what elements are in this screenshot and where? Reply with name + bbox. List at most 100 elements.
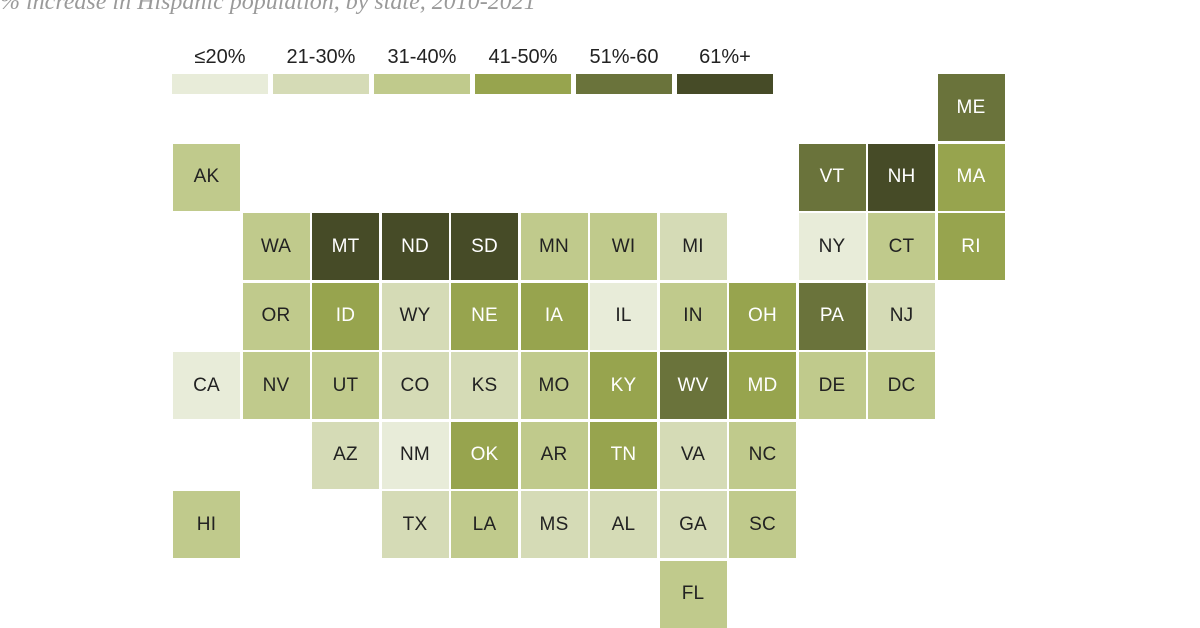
legend-label: 31-40% xyxy=(387,46,457,68)
state-abbr-label: FL xyxy=(681,583,705,604)
state-abbr-label: NE xyxy=(471,305,498,326)
legend-label: 51%-60 xyxy=(589,46,659,68)
state-tile-ma: MA xyxy=(937,143,1005,211)
state-tile-or: OR xyxy=(242,282,310,350)
state-tile-wa: WA xyxy=(242,213,310,280)
chart-subtitle: % increase in Hispanic population, by st… xyxy=(0,0,536,15)
state-tile-ky: KY xyxy=(590,352,657,419)
legend: ≤20% 21-30% 31-40% 41-50% 51%-60 61%+ xyxy=(172,44,773,96)
state-abbr-label: NC xyxy=(748,444,777,465)
state-abbr-label: NH xyxy=(887,166,916,187)
state-tile-de: DE xyxy=(798,352,866,419)
state-abbr-label: ND xyxy=(401,235,429,257)
state-abbr-label: OR xyxy=(261,305,291,326)
state-tile-md: MD xyxy=(729,352,796,419)
state-tile-nv: NV xyxy=(242,352,310,419)
state-tile-ak: AK xyxy=(173,143,240,211)
state-abbr-label: AK xyxy=(193,166,220,187)
state-abbr-label: AZ xyxy=(333,444,358,465)
state-abbr-label: OH xyxy=(748,305,777,326)
state-tile-ny: NY xyxy=(798,213,866,280)
state-tile-ct: CT xyxy=(868,213,935,280)
state-abbr-label: WY xyxy=(399,305,431,326)
state-tile-ca: CA xyxy=(173,352,240,419)
state-tile-ia: IA xyxy=(520,282,588,350)
state-tile-ks: KS xyxy=(451,352,518,419)
state-tile-dc: DC xyxy=(868,352,935,419)
legend-swatch xyxy=(374,74,470,94)
state-tile-co: CO xyxy=(381,352,449,419)
state-abbr-label: AR xyxy=(540,444,568,465)
state-abbr-label: SD xyxy=(471,235,498,257)
state-abbr-label: DE xyxy=(818,374,846,396)
state-tile-in: IN xyxy=(659,282,727,350)
state-tile-oh: OH xyxy=(729,282,796,350)
state-tile-al: AL xyxy=(590,491,657,558)
state-abbr-label: MS xyxy=(539,513,569,535)
state-abbr-label: MO xyxy=(538,374,570,396)
state-abbr-label: GA xyxy=(679,513,707,535)
state-tile-ok: OK xyxy=(451,421,518,489)
state-abbr-label: MN xyxy=(539,235,569,257)
state-abbr-label: VT xyxy=(819,166,845,187)
state-tile-hi: HI xyxy=(173,491,240,558)
state-tile-wy: WY xyxy=(381,282,449,350)
state-tile-nm: NM xyxy=(381,421,449,489)
state-abbr-label: ID xyxy=(335,305,356,326)
state-tile-wi: WI xyxy=(590,213,657,280)
legend-swatch xyxy=(172,74,268,94)
state-abbr-label: MA xyxy=(956,166,986,187)
state-abbr-label: WI xyxy=(611,235,636,257)
state-tile-ri: RI xyxy=(937,213,1005,280)
state-abbr-label: MT xyxy=(331,235,360,257)
legend-swatch xyxy=(576,74,672,94)
state-abbr-label: HI xyxy=(196,513,217,535)
legend-item: 61%+ xyxy=(677,44,773,96)
state-abbr-label: CO xyxy=(400,374,430,396)
state-abbr-label: NM xyxy=(400,444,430,465)
state-tile-nh: NH xyxy=(868,143,935,211)
state-abbr-label: CA xyxy=(193,374,220,396)
state-abbr-label: RI xyxy=(961,235,981,257)
state-tile-tx: TX xyxy=(381,491,449,558)
state-tile-ne: NE xyxy=(451,282,518,350)
state-abbr-label: LA xyxy=(472,513,497,535)
state-tile-sc: SC xyxy=(729,491,796,558)
state-tile-ms: MS xyxy=(520,491,588,558)
state-abbr-label: IN xyxy=(683,305,703,326)
legend-label: 41-50% xyxy=(488,46,558,68)
legend-label: 61%+ xyxy=(699,46,751,68)
legend-item: 21-30% xyxy=(273,44,369,96)
legend-swatch xyxy=(273,74,369,94)
state-abbr-label: WA xyxy=(260,235,292,257)
state-abbr-label: MD xyxy=(747,374,778,396)
state-tile-vt: VT xyxy=(798,143,866,211)
state-abbr-label: OK xyxy=(470,444,499,465)
state-tile-wv: WV xyxy=(659,352,727,419)
legend-swatch xyxy=(475,74,571,94)
state-abbr-label: CT xyxy=(888,235,915,257)
state-tile-il: IL xyxy=(590,282,657,350)
legend-label: 21-30% xyxy=(286,46,356,68)
state-tile-va: VA xyxy=(659,421,727,489)
state-abbr-label: KY xyxy=(610,374,637,396)
legend-item: 51%-60 xyxy=(576,44,672,96)
state-tile-nj: NJ xyxy=(868,282,935,350)
state-tile-pa: PA xyxy=(798,282,866,350)
state-tile-fl: FL xyxy=(659,560,727,628)
state-tile-ar: AR xyxy=(520,421,588,489)
state-abbr-label: IA xyxy=(544,305,564,326)
legend-item: 41-50% xyxy=(475,44,571,96)
state-abbr-label: WV xyxy=(677,374,709,396)
state-tile-mi: MI xyxy=(659,213,727,280)
state-tile-nd: ND xyxy=(381,213,449,280)
legend-item: 31-40% xyxy=(374,44,470,96)
legend-item: ≤20% xyxy=(172,44,268,96)
legend-label: ≤20% xyxy=(194,46,246,68)
state-abbr-label: UT xyxy=(332,374,359,396)
state-abbr-label: VA xyxy=(680,444,706,465)
legend-swatch xyxy=(677,74,773,94)
state-tile-la: LA xyxy=(451,491,518,558)
state-abbr-label: MI xyxy=(682,235,704,257)
